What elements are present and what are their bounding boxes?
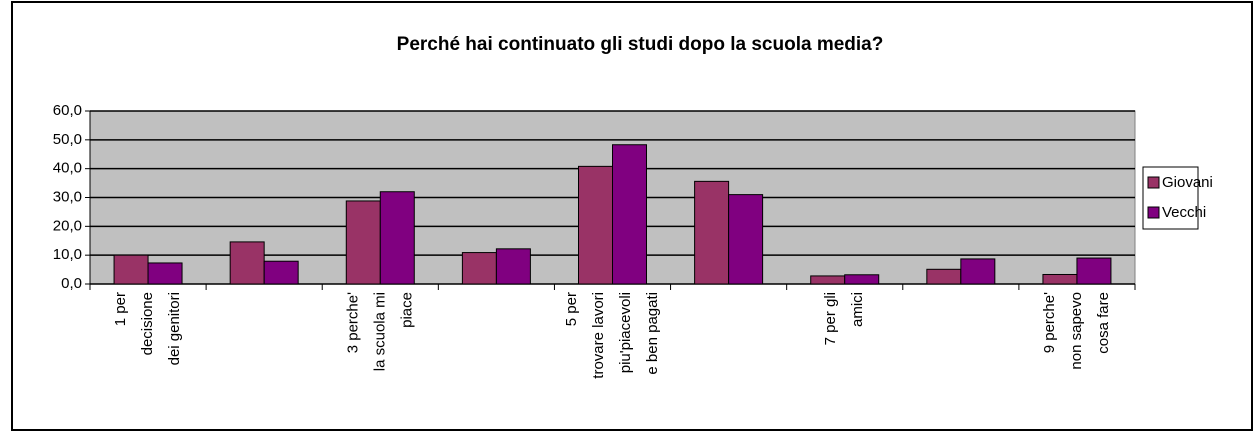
bar: [147, 262, 183, 285]
bar: [926, 268, 962, 285]
bar: [728, 194, 764, 285]
legend-label: Giovani: [1162, 174, 1213, 191]
bar: [113, 254, 149, 285]
x-tick-label: 9 perche' non sapevo cosa fare: [1041, 292, 1112, 370]
bar: [844, 274, 880, 285]
bar: [495, 248, 531, 285]
x-tick-label: 1 per decisione dei genitori: [112, 292, 183, 365]
bar: [1076, 257, 1112, 285]
legend-swatch: [1147, 176, 1160, 189]
y-tick-label: 10,0: [53, 246, 82, 263]
bar: [578, 165, 613, 285]
bar: [1042, 273, 1078, 285]
bar: [694, 180, 730, 285]
bar: [379, 191, 415, 285]
y-tick-label: 50,0: [53, 131, 82, 148]
x-tick-label: 7 per gli amici: [822, 292, 866, 345]
bar: [960, 258, 996, 285]
legend-label: Vecchi: [1162, 204, 1206, 221]
y-tick-label: 60,0: [53, 102, 82, 119]
bar: [263, 260, 299, 285]
bar: [229, 241, 265, 285]
y-tick-label: 20,0: [53, 217, 82, 234]
bar: [461, 252, 497, 285]
bar: [612, 144, 647, 285]
x-tick-label: 3 perche' la scuola mi piace: [344, 292, 415, 371]
y-tick-label: 40,0: [53, 160, 82, 177]
bar: [345, 200, 381, 285]
y-tick-label: 0,0: [61, 275, 82, 292]
chart-title: Perché hai continuato gli studi dopo la …: [397, 34, 884, 55]
x-tick-label: 5 per trovare lavori piu'piacevoli e ben pa…: [563, 292, 661, 379]
legend-swatch: [1147, 206, 1160, 219]
bar: [810, 275, 846, 285]
y-tick-label: 30,0: [53, 188, 82, 205]
